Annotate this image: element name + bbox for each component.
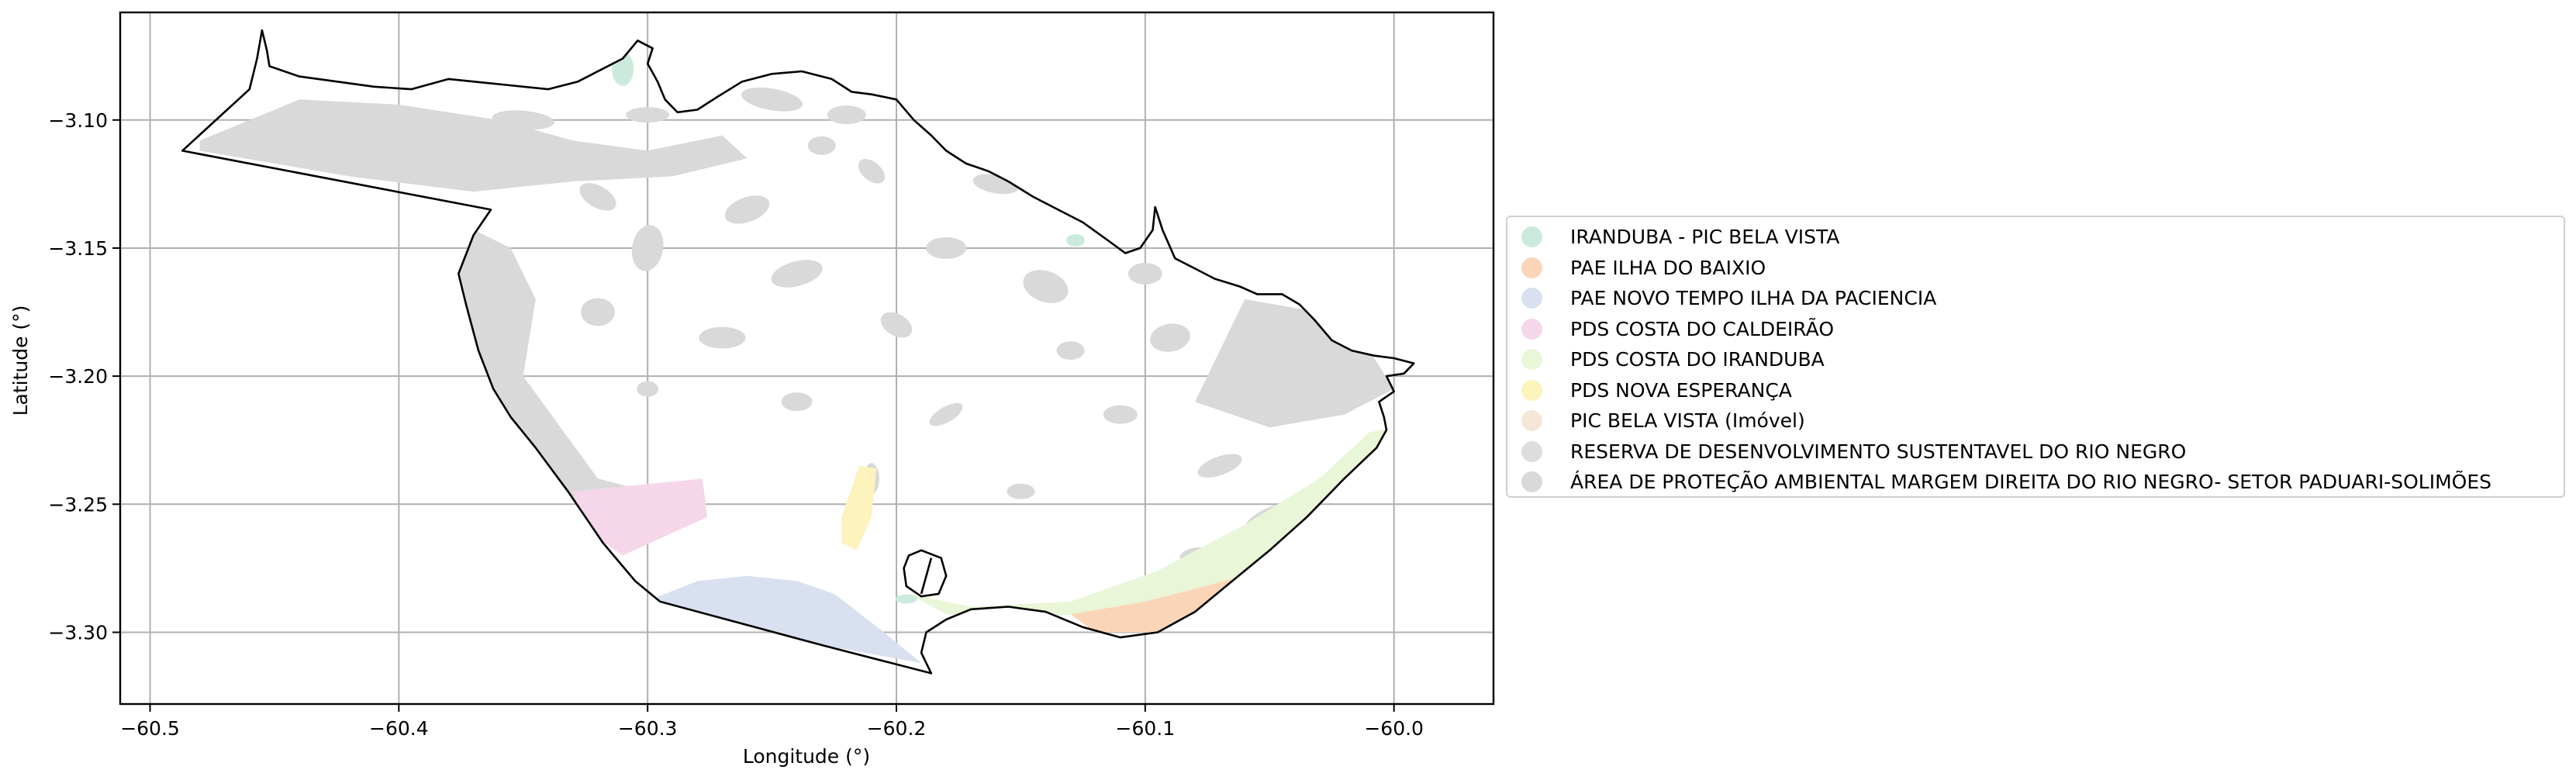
- x-tick-label: −60.3: [618, 717, 678, 740]
- legend-item: ÁREA DE PROTEÇÃO AMBIENTAL MARGEM DIREIT…: [1521, 467, 2564, 498]
- protected-area-patch: [880, 312, 913, 338]
- y-tick-label: −3.20: [48, 365, 108, 388]
- legend-item: PDS COSTA DO CALDEIRÃO: [1521, 314, 2564, 345]
- y-tick-label: −3.15: [48, 237, 108, 260]
- x-tick-label: −60.4: [369, 717, 429, 740]
- legend-swatch: [1521, 410, 1542, 432]
- legend-item: PAE ILHA DO BAIXIO: [1521, 253, 2564, 284]
- x-tick-label: −60.2: [867, 717, 927, 740]
- y-tick-label: −3.30: [48, 621, 108, 644]
- protected-area-patch: [724, 195, 770, 224]
- area-pae-novo-tempo: [652, 575, 922, 664]
- protected-area-patch: [1127, 262, 1162, 285]
- protected-area-patch: [637, 381, 659, 397]
- axes: [119, 11, 1495, 706]
- protected-area-patch: [929, 402, 963, 426]
- y-tick-label: −3.25: [48, 493, 108, 516]
- legend-label: PAE ILHA DO BAIXIO: [1570, 256, 1766, 279]
- legend-item: PDS COSTA DO IRANDUBA: [1521, 344, 2564, 375]
- legend-item: RESERVA DE DESENVOLVIMENTO SUSTENTAVEL D…: [1521, 437, 2564, 468]
- protected-area-patch: [579, 183, 616, 211]
- legend-label: PDS COSTA DO CALDEIRÃO: [1570, 317, 1835, 340]
- legend-label: PDS NOVA ESPERANÇA: [1570, 378, 1792, 402]
- protected-area-patch: [1007, 483, 1035, 499]
- area-pds-nova-esperanca: [841, 465, 877, 550]
- legend-item: IRANDUBA - PIC BELA VISTA: [1521, 222, 2564, 253]
- protected-area-patch: [1197, 454, 1242, 478]
- protected-area-patch: [492, 110, 554, 130]
- protected-area-patch: [1056, 341, 1085, 361]
- legend-swatch: [1521, 379, 1542, 401]
- protected-area-patch: [1150, 323, 1190, 352]
- y-tick-label: −3.10: [48, 109, 108, 132]
- protected-area-patch: [807, 136, 836, 155]
- legend-label: RESERVA DE DESENVOLVIMENTO SUSTENTAVEL D…: [1570, 440, 2187, 463]
- legend-item: PDS NOVA ESPERANÇA: [1521, 375, 2564, 406]
- protected-area-patch: [631, 225, 664, 271]
- legend-label: ÁREA DE PROTEÇÃO AMBIENTAL MARGEM DIREIT…: [1570, 471, 2492, 494]
- legend-label: PDS COSTA DO IRANDUBA: [1570, 348, 1825, 371]
- legend-label: IRANDUBA - PIC BELA VISTA: [1570, 226, 1840, 249]
- x-tick-label: −60.5: [120, 717, 180, 740]
- protected-area-patch: [581, 298, 615, 326]
- protected-area-patch: [361, 117, 437, 143]
- protected-area-patch: [1195, 299, 1394, 428]
- protected-area-patch: [926, 236, 967, 259]
- legend-item: PAE NOVO TEMPO ILHA DA PACIENCIA: [1521, 283, 2564, 314]
- protected-area-patch: [699, 326, 746, 349]
- municipality-boundary: [181, 29, 1415, 675]
- protected-area-patch: [1023, 270, 1069, 303]
- area-iranduba-pic-bela-vista: [895, 594, 917, 604]
- protected-area-patch: [626, 107, 670, 123]
- y-axis-ticks: −3.10 −3.15 −3.20 −3.25 −3.30: [48, 109, 120, 644]
- municipality-outline: [181, 29, 1415, 675]
- legend-item: PIC BELA VISTA (Imóvel): [1521, 406, 2564, 437]
- protected-area-patch: [781, 392, 813, 412]
- area-pds-costa-caldeirao: [572, 478, 708, 556]
- island-divider: [920, 557, 933, 595]
- protected-area-patch: [199, 99, 748, 192]
- legend-swatch: [1521, 318, 1542, 340]
- x-axis-ticks: −60.5 −60.4 −60.3 −60.2 −60.1 −60.0: [120, 704, 1424, 740]
- legend-label: PIC BELA VISTA (Imóvel): [1570, 409, 1805, 433]
- protected-area-patch: [458, 222, 648, 517]
- legend-swatch: [1521, 440, 1542, 462]
- protected-area-patch: [507, 149, 539, 168]
- protected-area-patch: [276, 150, 323, 167]
- island-outline: [903, 549, 948, 598]
- area-iranduba-pic-bela-vista: [1066, 234, 1085, 247]
- protected-area-patch: [1103, 405, 1138, 424]
- legend-swatch: [1521, 226, 1542, 248]
- legend-label: PAE NOVO TEMPO ILHA DA PACIENCIA: [1570, 287, 1937, 310]
- legend-swatch: [1521, 288, 1542, 309]
- protected-area-patch: [771, 260, 823, 288]
- x-tick-label: −60.0: [1364, 717, 1424, 740]
- map-legend: IRANDUBA - PIC BELA VISTA PAE ILHA DO BAI…: [1506, 216, 2565, 498]
- x-tick-label: −60.1: [1116, 717, 1176, 740]
- protected-area-patch: [674, 149, 721, 168]
- legend-swatch: [1521, 349, 1542, 371]
- y-axis-label: Latitude (°): [9, 305, 32, 416]
- legend-swatch: [1521, 471, 1542, 493]
- legend-swatch: [1521, 257, 1542, 278]
- axes-frame: [119, 11, 1495, 706]
- protected-area-patch: [741, 87, 803, 112]
- x-axis-label: Longitude (°): [743, 745, 870, 768]
- protected-area-patch: [858, 159, 886, 184]
- protected-area-patch: [827, 105, 866, 125]
